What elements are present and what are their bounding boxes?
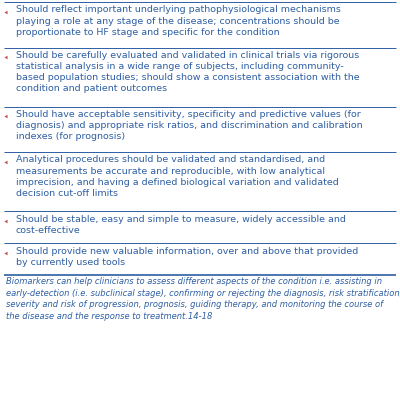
Text: Should be stable, easy and simple to measure, widely accessible and
cost-effecti: Should be stable, easy and simple to mea…	[16, 214, 346, 234]
Text: Should provide new valuable information, over and above that provided
by current: Should provide new valuable information,…	[16, 246, 358, 266]
Text: Analytical procedures should be validated and standardised, and
measurements be : Analytical procedures should be validate…	[16, 156, 339, 198]
Text: Should reflect important underlying pathophysiological mechanisms
playing a role: Should reflect important underlying path…	[16, 6, 341, 37]
Text: Biomarkers can help clinicians to assess different aspects of the condition i.e.: Biomarkers can help clinicians to assess…	[6, 278, 400, 321]
Text: Should have acceptable sensitivity, specificity and predictive values (for
diagn: Should have acceptable sensitivity, spec…	[16, 110, 363, 141]
Text: Should be carefully evaluated and validated in clinical trials via rigorous
stat: Should be carefully evaluated and valida…	[16, 51, 360, 93]
